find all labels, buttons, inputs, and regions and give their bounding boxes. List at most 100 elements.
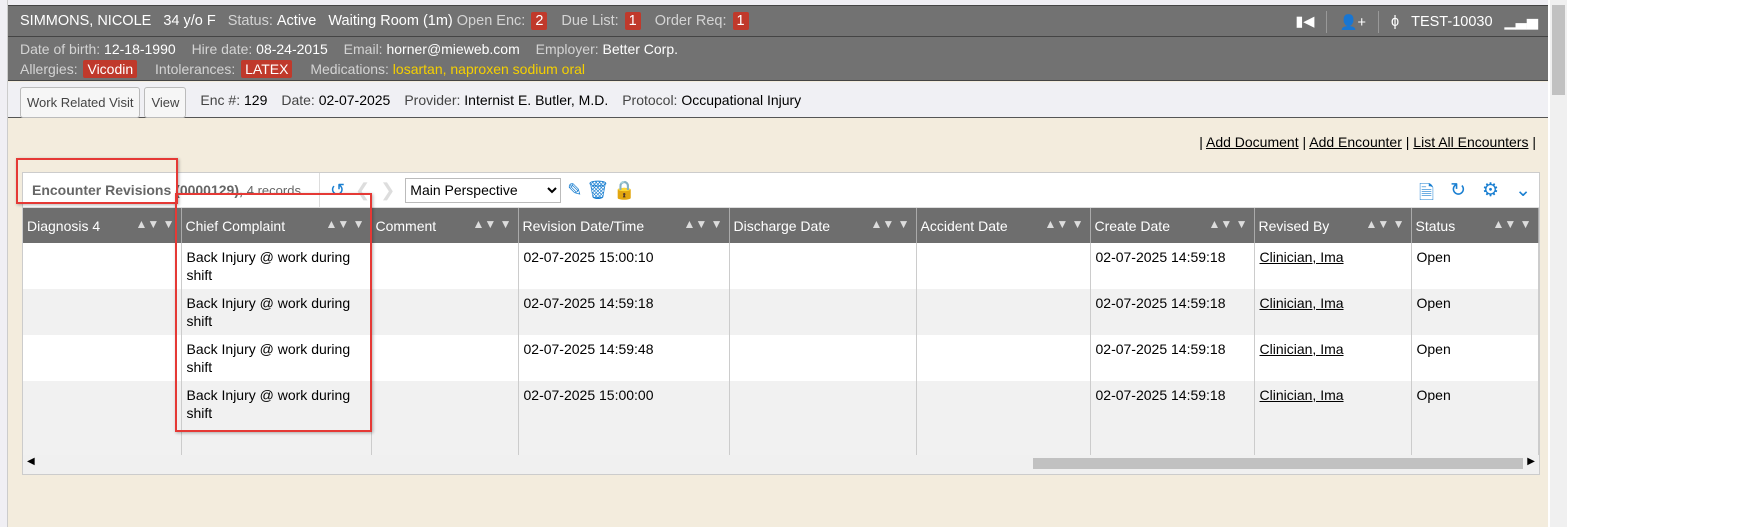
scroll-thumb[interactable] (1033, 458, 1523, 469)
revised-by-link[interactable]: Clinician, Ima (1259, 249, 1344, 265)
dob-label: Date of birth: (20, 41, 101, 57)
chevron-down-icon[interactable]: ⌄ (1515, 180, 1531, 201)
revised-by-link[interactable]: Clinician, Ima (1259, 295, 1344, 311)
column-header[interactable]: Create Date ▲▼ ▼ (1090, 208, 1255, 243)
dob: 12-18-1990 (104, 41, 176, 57)
table-cell (23, 243, 182, 289)
column-label: Accident Date (920, 217, 1008, 234)
patient-details: Date of birth: 12-18-1990 Hire date: 08-… (8, 37, 1548, 81)
order-req-badge[interactable]: 1 (732, 12, 749, 30)
table-cell: 02-07-2025 15:00:10 (518, 243, 730, 289)
sort-filter-icon[interactable]: ▲▼ ▼ (870, 217, 910, 231)
email: horner@mieweb.com (386, 41, 520, 57)
gear-icon[interactable]: ⚙ (1482, 180, 1500, 201)
table-row[interactable]: Back Injury @ work during shift 02-07-202… (23, 243, 1539, 289)
bar-chart-icon[interactable]: ▁▃▅ (1504, 14, 1538, 30)
table-cell (23, 381, 182, 427)
patient-name: SIMMONS, NICOLE (20, 13, 152, 29)
allergy-badge: Vicodin (83, 60, 138, 78)
hire-label: Hire date: (191, 41, 253, 57)
add-encounter-link[interactable]: Add Encounter (1309, 134, 1402, 150)
column-header[interactable]: Accident Date ▲▼ ▼ (916, 208, 1091, 243)
email-label: Email: (343, 41, 383, 57)
horizontal-scrollbar[interactable]: ◀ ▶ (23, 455, 1539, 472)
column-label: Revised By (1258, 217, 1330, 234)
sort-filter-icon[interactable]: ▲▼ ▼ (1208, 217, 1248, 231)
medications-label: Medications: (310, 61, 389, 77)
enc-number: 129 (244, 91, 268, 108)
allergies-label: Allergies: (20, 61, 78, 77)
sort-filter-icon[interactable]: ▲▼ ▼ (1492, 217, 1532, 231)
table-cell: 02-07-2025 14:59:18 (1090, 243, 1255, 289)
column-label: Chief Complaint (185, 217, 286, 234)
table-cell (729, 335, 917, 381)
vertical-scrollbar[interactable] (1550, 0, 1567, 527)
trash-icon[interactable]: 🗑 (586, 179, 610, 200)
date-label: Date: (281, 91, 315, 108)
table-cell (371, 381, 519, 427)
provider: Internist E. Butler, M.D. (464, 91, 609, 108)
table-cell: Back Injury @ work during shift (181, 243, 372, 289)
video-icon[interactable]: ▮◀ (1295, 14, 1315, 30)
provider-label: Provider: (404, 91, 461, 108)
table-cell: 02-07-2025 14:59:18 (518, 289, 730, 335)
table-row[interactable]: Back Injury @ work during shift 02-07-202… (23, 289, 1539, 335)
sort-filter-icon[interactable]: ▲▼ ▼ (325, 217, 365, 231)
table-cell: 02-07-2025 14:59:18 (1090, 381, 1255, 427)
sort-filter-icon[interactable]: ▲▼ ▼ (135, 217, 175, 231)
column-header[interactable]: Discharge Date ▲▼ ▼ (729, 208, 917, 243)
left-edge (0, 0, 8, 527)
table-cell: Clinician, Ima (1254, 243, 1412, 289)
add-document-link[interactable]: Add Document (1205, 134, 1299, 150)
column-header[interactable]: Status ▲▼ ▼ (1411, 208, 1539, 243)
revised-by-link[interactable]: Clinician, Ima (1259, 387, 1344, 403)
pencil-icon[interactable]: ✎ (567, 179, 583, 200)
column-header[interactable]: Revision Date/Time ▲▼ ▼ (518, 208, 730, 243)
work-related-visit-button[interactable]: Work Related Visit (20, 87, 141, 118)
next-icon[interactable]: ❯ (380, 179, 396, 200)
table-cell (371, 335, 519, 381)
table-cell: 02-07-2025 14:59:18 (1090, 335, 1255, 381)
highlight-box-chief-complaint (175, 193, 372, 432)
table-cell: 02-07-2025 14:59:48 (518, 335, 730, 381)
table-cell: Open (1411, 381, 1539, 427)
patient-header: SIMMONS, NICOLE 34 y/o F Status: Active … (8, 5, 1548, 37)
open-enc-label: Open Enc: (456, 13, 526, 29)
due-list-badge[interactable]: 1 (624, 12, 641, 30)
revisions-table: Diagnosis 4 ▲▼ ▼ Chief Complaint ▲▼ ▼ Commen… (23, 208, 1539, 467)
highlight-box-title (16, 158, 178, 204)
column-header[interactable]: Diagnosis 4 ▲▼ ▼ (23, 208, 182, 243)
table-row[interactable]: Back Injury @ work during shift 02-07-202… (23, 335, 1539, 381)
sort-filter-icon[interactable]: ▲▼ ▼ (1044, 217, 1084, 231)
protocol: Occupational Injury (681, 91, 802, 108)
list-all-encounters-link[interactable]: List All Encounters (1413, 134, 1529, 150)
table-cell (916, 381, 1091, 427)
open-enc-badge[interactable]: 2 (531, 12, 548, 30)
column-header[interactable]: Comment ▲▼ ▼ (371, 208, 519, 243)
sort-filter-icon[interactable]: ▲▼ ▼ (1365, 217, 1405, 231)
grid-toolbar: Encounter Revisions (0000129), 4 records… (23, 172, 1539, 208)
perspective-select[interactable]: Main Perspective (405, 177, 562, 203)
revised-by-link[interactable]: Clinician, Ima (1259, 341, 1344, 357)
add-user-icon[interactable]: 👤+ (1339, 14, 1366, 31)
age-sex: 34 y/o F (163, 13, 216, 29)
medication-1: losartan (392, 61, 443, 77)
column-header[interactable]: Revised By ▲▼ ▼ (1254, 208, 1412, 243)
top-gap (8, 0, 1548, 5)
view-button[interactable]: View (144, 87, 187, 118)
lightning-icon[interactable]: ϕ (1390, 14, 1400, 30)
enc-date: 02-07-2025 (318, 91, 391, 108)
table-cell: Clinician, Ima (1254, 289, 1412, 335)
lock-icon[interactable]: 🔒 (613, 179, 636, 200)
encounter-bar: Work Related Visit View Enc #: 129 Date:… (8, 82, 1548, 118)
column-label: Revision Date/Time (522, 217, 645, 234)
document-icon[interactable]: 🗎 (1418, 183, 1435, 204)
sort-filter-icon[interactable]: ▲▼ ▼ (472, 217, 512, 231)
column-header[interactable]: Chief Complaint ▲▼ ▼ (181, 208, 372, 243)
scroll-thumb[interactable] (1552, 5, 1565, 95)
column-label: Comment (375, 217, 437, 234)
table-cell (916, 335, 1091, 381)
sort-filter-icon[interactable]: ▲▼ ▼ (683, 217, 723, 231)
refresh-icon[interactable]: ↻ (1450, 180, 1467, 201)
table-row[interactable]: Back Injury @ work during shift 02-07-202… (23, 381, 1539, 427)
